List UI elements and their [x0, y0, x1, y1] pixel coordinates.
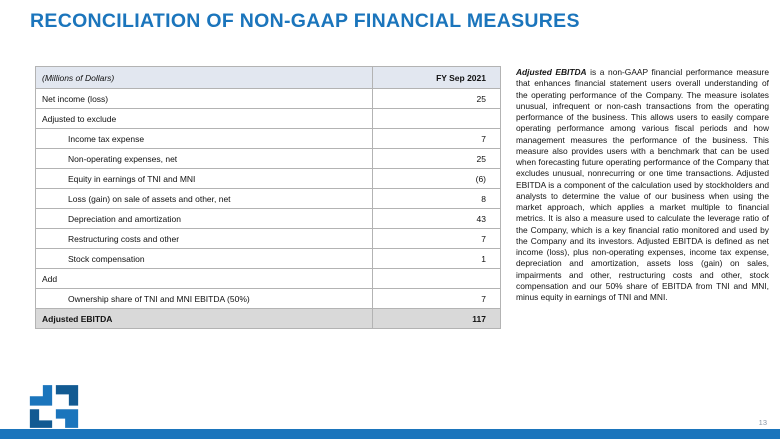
- table-header: (Millions of Dollars) FY Sep 2021: [35, 66, 501, 89]
- row-label: Income tax expense: [35, 128, 373, 149]
- page-number: 13: [758, 418, 767, 427]
- note-body-text: is a non-GAAP financial performance meas…: [516, 67, 769, 302]
- row-label: Loss (gain) on sale of assets and other,…: [35, 188, 373, 209]
- row-value: 25: [372, 88, 501, 109]
- table-row: Adjusted EBITDA 117: [35, 308, 501, 329]
- row-value: 25: [372, 148, 501, 169]
- row-label: Non-operating expenses, net: [35, 148, 373, 169]
- table-header-row: (Millions of Dollars) FY Sep 2021: [35, 66, 501, 89]
- company-logo-icon: [29, 385, 79, 428]
- note-lead-term: Adjusted EBITDA: [516, 67, 587, 77]
- row-value: 43: [372, 208, 501, 229]
- row-value: [372, 268, 501, 289]
- table-row: Non-operating expenses, net 25: [35, 148, 501, 169]
- row-value: 1: [372, 248, 501, 269]
- table-row: Depreciation and amortization 43: [35, 208, 501, 229]
- table-row: Income tax expense 7: [35, 128, 501, 149]
- row-value: 8: [372, 188, 501, 209]
- row-label: Restructuring costs and other: [35, 228, 373, 249]
- row-label: Adjusted to exclude: [35, 108, 373, 129]
- table-row: Equity in earnings of TNI and MNI (6): [35, 168, 501, 189]
- adjusted-ebitda-note: Adjusted EBITDA is a non-GAAP financial …: [516, 67, 769, 303]
- table-row: Ownership share of TNI and MNI EBITDA (5…: [35, 288, 501, 309]
- table-row: Loss (gain) on sale of assets and other,…: [35, 188, 501, 209]
- table-body: Net income (loss) 25 Adjusted to exclude…: [35, 88, 501, 329]
- table-header-units-label: (Millions of Dollars): [35, 66, 373, 89]
- table-row: Restructuring costs and other 7: [35, 228, 501, 249]
- row-label: Adjusted EBITDA: [35, 308, 373, 329]
- row-label: Add: [35, 268, 373, 289]
- row-label: Equity in earnings of TNI and MNI: [35, 168, 373, 189]
- table-row: Add: [35, 268, 501, 289]
- row-value: (6): [372, 168, 501, 189]
- row-value: 7: [372, 288, 501, 309]
- row-value: 7: [372, 228, 501, 249]
- footer-accent-bar: [0, 429, 780, 439]
- row-value: [372, 108, 501, 129]
- row-label: Stock compensation: [35, 248, 373, 269]
- row-label: Ownership share of TNI and MNI EBITDA (5…: [35, 288, 373, 309]
- table-row: Stock compensation 1: [35, 248, 501, 269]
- table-row: Net income (loss) 25: [35, 88, 501, 109]
- table-row: Adjusted to exclude: [35, 108, 501, 129]
- reconciliation-table: (Millions of Dollars) FY Sep 2021 Net in…: [35, 66, 501, 329]
- table-header-period: FY Sep 2021: [372, 66, 501, 89]
- row-label: Net income (loss): [35, 88, 373, 109]
- page-title: RECONCILIATION OF NON-GAAP FINANCIAL MEA…: [30, 10, 580, 32]
- row-value: 7: [372, 128, 501, 149]
- row-value: 117: [372, 308, 501, 329]
- row-label: Depreciation and amortization: [35, 208, 373, 229]
- financial-table: (Millions of Dollars) FY Sep 2021 Net in…: [35, 66, 501, 329]
